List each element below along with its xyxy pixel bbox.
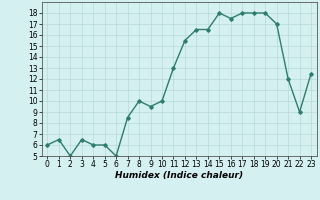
X-axis label: Humidex (Indice chaleur): Humidex (Indice chaleur) xyxy=(115,171,243,180)
